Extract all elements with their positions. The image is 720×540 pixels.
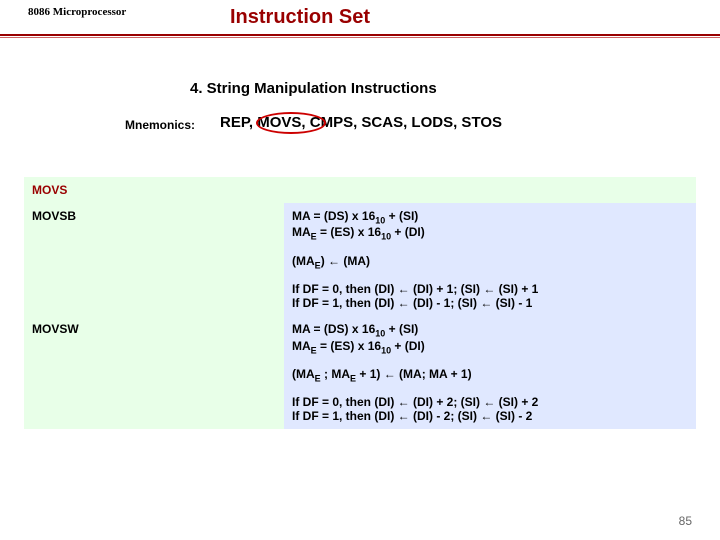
- description-cell: (MAE ; MAE + 1) ← (MA; MA + 1): [284, 361, 696, 389]
- mnemonic-cell: MOVSW: [24, 316, 284, 361]
- section-subtitle: 4. String Manipulation Instructions: [190, 80, 437, 97]
- chip-label: 8086 Microprocessor: [28, 6, 126, 18]
- table-row: (MAE ; MAE + 1) ← (MA; MA + 1): [24, 361, 696, 389]
- mnemonic-cell-empty: [24, 248, 284, 276]
- description-cell: MA = (DS) x 1610 + (SI) MAE = (ES) x 161…: [284, 203, 696, 248]
- page-number: 85: [679, 514, 692, 528]
- desc-line: If DF = 1, then (DI) ← (DI) - 2; (SI) ← …: [292, 409, 532, 423]
- description-cell: If DF = 0, then (DI) ← (DI) + 1; (SI) ← …: [284, 276, 696, 316]
- desc-line: If DF = 0, then (DI) ← (DI) + 1; (SI) ← …: [292, 282, 538, 296]
- highlight-circle: [256, 112, 326, 134]
- page-title: Instruction Set: [230, 6, 370, 29]
- instruction-table: MOVS MOVSB MA = (DS) x 1610 + (SI) MAE =…: [24, 177, 696, 429]
- mnemonic-cell: MOVSB: [24, 203, 284, 248]
- description-cell: (MAE) ← (MA): [284, 248, 696, 276]
- mnemonic-cell-empty: [24, 361, 284, 389]
- desc-line: If DF = 0, then (DI) ← (DI) + 2; (SI) ← …: [292, 395, 538, 409]
- header-bar: 8086 Microprocessor Instruction Set: [0, 0, 720, 38]
- desc-line: (MAE ; MAE + 1) ← (MA; MA + 1): [292, 367, 472, 381]
- desc-line: MAE = (ES) x 1610 + (DI): [292, 225, 425, 239]
- mnemonic-cell-empty: [24, 276, 284, 316]
- mnemonics-label: Mnemonics:: [125, 118, 195, 132]
- description-cell: If DF = 0, then (DI) ← (DI) + 2; (SI) ← …: [284, 389, 696, 429]
- desc-line: If DF = 1, then (DI) ← (DI) - 1; (SI) ← …: [292, 296, 532, 310]
- desc-line: MA = (DS) x 1610 + (SI): [292, 322, 418, 336]
- table-header-cell: MOVS: [24, 177, 284, 203]
- desc-line: (MAE) ← (MA): [292, 254, 370, 268]
- table-row: (MAE) ← (MA): [24, 248, 696, 276]
- title-underline: [0, 34, 720, 38]
- table-row: If DF = 0, then (DI) ← (DI) + 2; (SI) ← …: [24, 389, 696, 429]
- description-cell: MA = (DS) x 1610 + (SI) MAE = (ES) x 161…: [284, 316, 696, 361]
- table-row: MOVSB MA = (DS) x 1610 + (SI) MAE = (ES)…: [24, 203, 696, 248]
- table-header-cell-empty: [284, 177, 696, 203]
- table-row: If DF = 0, then (DI) ← (DI) + 1; (SI) ← …: [24, 276, 696, 316]
- table-row: MOVSW MA = (DS) x 1610 + (SI) MAE = (ES)…: [24, 316, 696, 361]
- table-header-row: MOVS: [24, 177, 696, 203]
- mnemonic-cell-empty: [24, 389, 284, 429]
- desc-line: MA = (DS) x 1610 + (SI): [292, 209, 418, 223]
- desc-line: MAE = (ES) x 1610 + (DI): [292, 339, 425, 353]
